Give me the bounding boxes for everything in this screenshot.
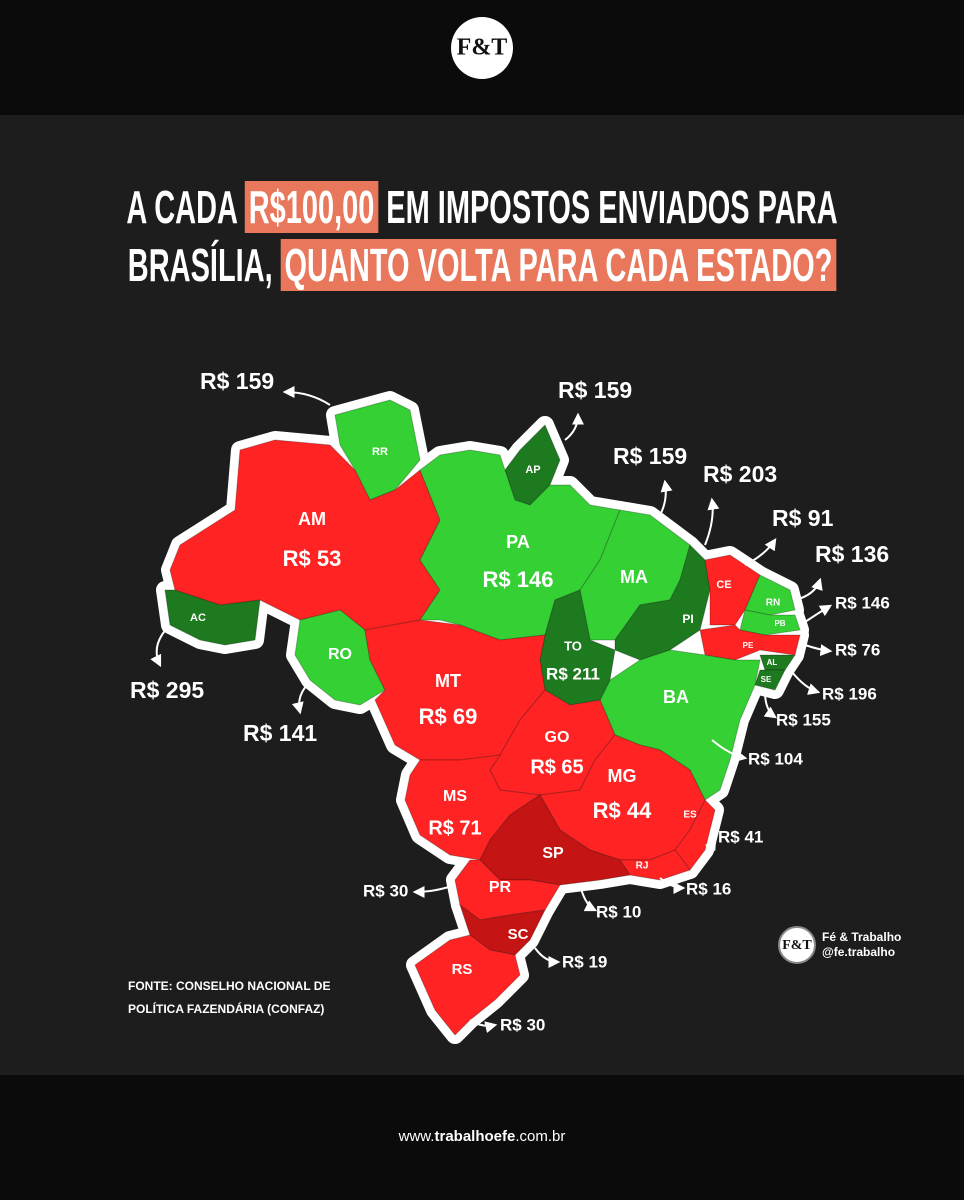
title-highlight: QUANTO VOLTA PARA CADA ESTADO? [280,239,837,291]
arrow [579,884,598,912]
state-abbr: PI [682,612,693,626]
state-shape [294,609,386,706]
logo-circle [451,17,513,79]
state-abbr: SE [761,675,772,684]
watermark-name: Fé & Trabalho [822,930,901,944]
state-abbr: MG [608,766,637,786]
arrow [469,1019,498,1034]
state-value: R$ 141 [243,720,317,746]
state-value: R$ 71 [428,817,481,839]
state-abbr: GO [545,729,570,746]
state-abbr: ES [683,810,697,821]
source: FONTE: CONSELHO NACIONAL DE [128,979,330,993]
arrow [704,497,720,546]
arrow [763,691,777,719]
state-abbr: MS [443,788,467,805]
state-abbr: RS [452,961,473,978]
arrow [744,538,777,566]
state-abbr: AP [525,464,540,476]
arrow [804,644,833,657]
state-shape [414,934,521,1036]
state-abbr: MT [435,671,461,691]
title: A CADA R$100,00 EM IMPOSTOS ENVIADOS PAR… [126,178,838,294]
state-shape [164,589,261,646]
arrow [282,386,331,406]
title-text: EM IMPOSTOS ENVIADOS PARA [386,181,838,233]
arrow [791,671,821,695]
footer-url: www.trabalhoefe.com.br [0,1128,964,1145]
state-value: R$ 159 [200,368,274,394]
state-abbr: PB [774,619,785,628]
state-value: R$ 159 [613,443,687,469]
url-suffix: .com.br [515,1128,566,1145]
state-value: R$ 203 [703,461,777,487]
arrow [412,884,456,898]
state-value: R$ 76 [835,640,880,659]
state-value: R$ 41 [718,827,763,846]
state-abbr: RO [328,646,352,663]
arrow [711,739,748,762]
url-prefix: www. [398,1128,435,1145]
title-text: A CADA [126,181,237,233]
state-value: R$ 16 [686,879,731,898]
state-value: R$ 53 [283,546,342,571]
state-abbr: BA [663,687,689,707]
state-abbr: RJ [636,861,649,872]
state-value: R$ 196 [822,684,877,703]
state-abbr: MA [620,567,648,587]
arrow [659,479,673,516]
arrow [534,947,561,968]
state-abbr: AL [767,658,778,667]
arrow [150,624,171,668]
state-value: R$ 146 [835,593,890,612]
state-value: R$ 44 [593,798,652,823]
state-value: R$ 69 [419,704,478,729]
state-value: R$ 155 [776,710,831,729]
state-value: R$ 136 [815,541,889,567]
state-abbr: RN [766,598,780,609]
state-value: R$ 19 [562,952,607,971]
state-value: R$ 159 [558,377,632,403]
state-abbr: RR [372,446,388,458]
state-shape [744,574,796,616]
state-value: R$ 146 [483,567,554,592]
state-abbr: SP [542,845,564,862]
state-value: R$ 65 [530,756,583,778]
watermark-handle: @fe.trabalho [822,945,895,959]
state-abbr: PR [489,879,512,896]
state-abbr: AM [298,509,326,529]
state-abbr: PA [506,532,530,552]
state-abbr: SC [508,926,529,943]
state-value: R$ 30 [500,1015,545,1034]
watermark-logo: F&T [782,938,812,953]
arrow [564,412,584,441]
state-shape [704,554,761,626]
state-value: R$ 295 [130,677,204,703]
title-highlight: R$100,00 [244,181,379,233]
state-abbr: PE [743,641,754,650]
state-abbr: CE [716,579,731,591]
state-shape [754,669,786,691]
url-bold: trabalhoefe [434,1128,516,1145]
arrow [291,681,311,715]
state-value: R$ 211 [546,664,600,683]
logo: F&T [457,35,508,61]
state-value: R$ 104 [748,749,803,768]
arrow [702,837,717,856]
arrow [659,877,686,894]
state-value: R$ 10 [596,902,641,921]
state-abbr: TO [564,638,582,653]
state-abbr: AC [190,612,206,624]
title-text: BRASÍLIA, [127,239,273,291]
arrow [794,577,823,601]
arrow [804,604,833,623]
source: POLÍTICA FAZENDÁRIA (CONFAZ) [128,1001,324,1016]
state-value: R$ 91 [772,505,834,531]
state-value: R$ 30 [363,881,408,900]
watermark-logo-circle [778,926,816,964]
